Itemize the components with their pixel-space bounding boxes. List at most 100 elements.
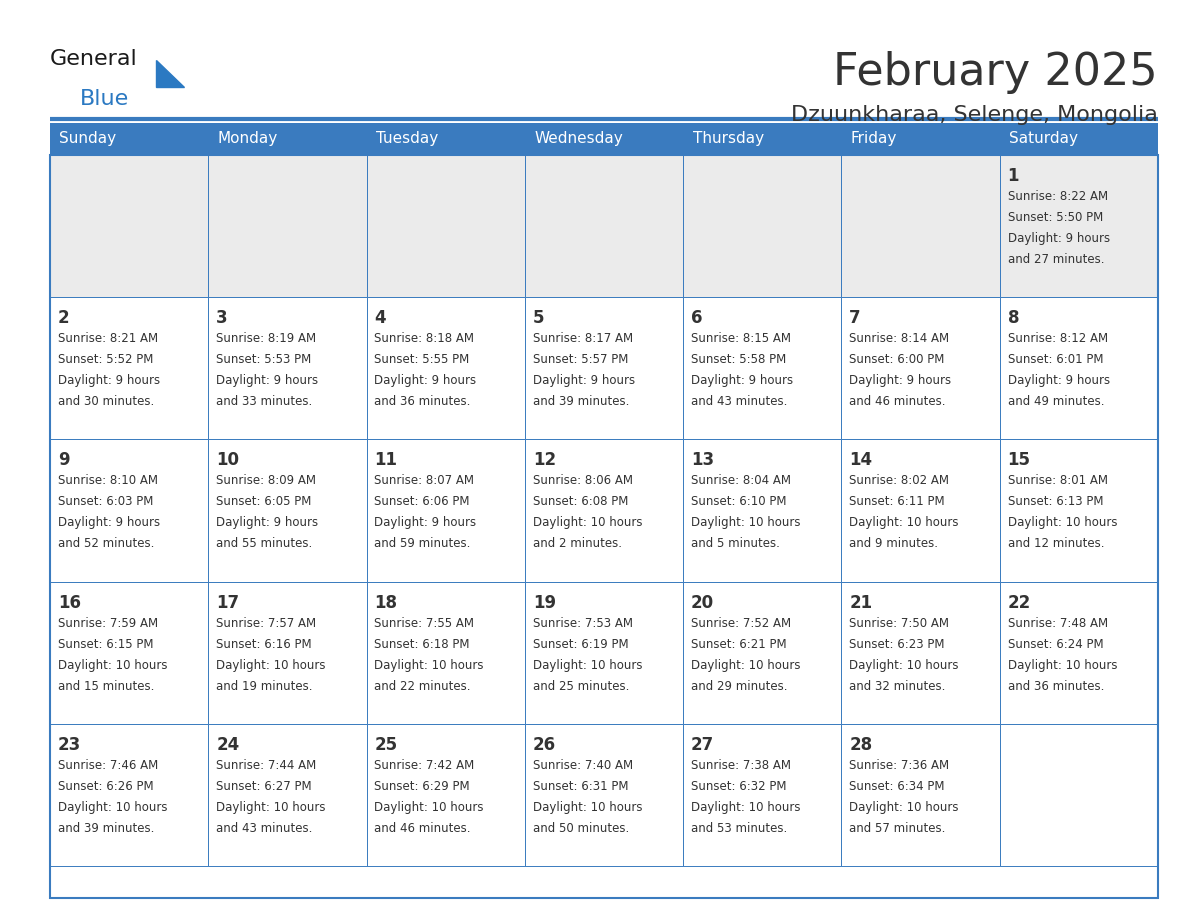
Bar — [1000, 297, 1158, 440]
Bar — [367, 155, 525, 297]
Text: and 5 minutes.: and 5 minutes. — [691, 537, 781, 551]
Text: Sunrise: 8:02 AM: Sunrise: 8:02 AM — [849, 475, 949, 487]
Bar — [841, 155, 1000, 297]
Text: Sunrise: 8:15 AM: Sunrise: 8:15 AM — [691, 332, 791, 345]
Bar — [683, 155, 841, 297]
Text: Sunrise: 8:21 AM: Sunrise: 8:21 AM — [58, 332, 158, 345]
Text: Daylight: 10 hours: Daylight: 10 hours — [58, 658, 168, 672]
Text: Thursday: Thursday — [693, 131, 764, 147]
Bar — [525, 582, 683, 723]
Text: and 22 minutes.: and 22 minutes. — [374, 679, 470, 692]
Text: Sunday: Sunday — [59, 131, 116, 147]
Text: 24: 24 — [216, 736, 240, 754]
Text: 18: 18 — [374, 594, 398, 611]
Text: Sunset: 6:21 PM: Sunset: 6:21 PM — [691, 638, 786, 651]
Bar — [1000, 440, 1158, 582]
Text: and 57 minutes.: and 57 minutes. — [849, 822, 946, 834]
Text: Sunset: 6:13 PM: Sunset: 6:13 PM — [1007, 496, 1104, 509]
Text: Monday: Monday — [217, 131, 278, 147]
Text: Daylight: 10 hours: Daylight: 10 hours — [58, 800, 168, 813]
Text: Daylight: 10 hours: Daylight: 10 hours — [849, 800, 959, 813]
Bar — [367, 123, 525, 155]
Text: 1: 1 — [1007, 167, 1019, 185]
Text: 10: 10 — [216, 452, 239, 469]
Text: and 49 minutes.: and 49 minutes. — [1007, 396, 1104, 409]
Text: and 52 minutes.: and 52 minutes. — [58, 537, 154, 551]
Text: Sunset: 6:32 PM: Sunset: 6:32 PM — [691, 779, 786, 793]
Text: and 36 minutes.: and 36 minutes. — [1007, 679, 1104, 692]
Text: Sunset: 6:03 PM: Sunset: 6:03 PM — [58, 496, 153, 509]
Text: Daylight: 10 hours: Daylight: 10 hours — [849, 517, 959, 530]
Text: General: General — [50, 49, 138, 69]
Bar — [841, 123, 1000, 155]
Text: Friday: Friday — [851, 131, 897, 147]
Bar — [208, 723, 367, 866]
Bar — [683, 123, 841, 155]
Text: Sunset: 6:23 PM: Sunset: 6:23 PM — [849, 638, 944, 651]
Bar — [683, 723, 841, 866]
Text: and 36 minutes.: and 36 minutes. — [374, 396, 470, 409]
Text: Daylight: 10 hours: Daylight: 10 hours — [532, 658, 643, 672]
Bar — [50, 155, 208, 297]
Text: Sunrise: 7:57 AM: Sunrise: 7:57 AM — [216, 617, 316, 630]
Text: Sunrise: 8:22 AM: Sunrise: 8:22 AM — [1007, 190, 1107, 203]
Text: Blue: Blue — [80, 89, 129, 109]
Text: and 15 minutes.: and 15 minutes. — [58, 679, 154, 692]
Bar — [525, 723, 683, 866]
Text: 20: 20 — [691, 594, 714, 611]
Bar — [683, 440, 841, 582]
Text: Sunset: 6:31 PM: Sunset: 6:31 PM — [532, 779, 628, 793]
Text: 26: 26 — [532, 736, 556, 754]
Bar — [208, 440, 367, 582]
Text: Sunset: 5:58 PM: Sunset: 5:58 PM — [691, 353, 786, 366]
Bar — [50, 123, 208, 155]
Text: Sunrise: 7:55 AM: Sunrise: 7:55 AM — [374, 617, 474, 630]
Text: Daylight: 9 hours: Daylight: 9 hours — [691, 375, 794, 387]
Text: Daylight: 9 hours: Daylight: 9 hours — [58, 517, 160, 530]
Text: Sunset: 5:50 PM: Sunset: 5:50 PM — [1007, 211, 1102, 224]
Text: Saturday: Saturday — [1010, 131, 1079, 147]
Text: 12: 12 — [532, 452, 556, 469]
Text: February 2025: February 2025 — [833, 50, 1158, 94]
Text: Daylight: 10 hours: Daylight: 10 hours — [532, 800, 643, 813]
Text: Sunrise: 8:14 AM: Sunrise: 8:14 AM — [849, 332, 949, 345]
Text: 7: 7 — [849, 309, 861, 327]
Text: and 59 minutes.: and 59 minutes. — [374, 537, 470, 551]
Text: Sunrise: 7:46 AM: Sunrise: 7:46 AM — [58, 759, 158, 772]
Bar — [367, 440, 525, 582]
Text: Sunset: 6:18 PM: Sunset: 6:18 PM — [374, 638, 470, 651]
Bar — [525, 440, 683, 582]
Text: 8: 8 — [1007, 309, 1019, 327]
Text: Sunset: 6:06 PM: Sunset: 6:06 PM — [374, 496, 470, 509]
Bar — [50, 297, 208, 440]
Text: Daylight: 10 hours: Daylight: 10 hours — [1007, 517, 1117, 530]
Text: 3: 3 — [216, 309, 228, 327]
Text: Sunset: 6:24 PM: Sunset: 6:24 PM — [1007, 638, 1104, 651]
Text: Sunrise: 7:59 AM: Sunrise: 7:59 AM — [58, 617, 158, 630]
Text: 4: 4 — [374, 309, 386, 327]
Text: Sunrise: 8:01 AM: Sunrise: 8:01 AM — [1007, 475, 1107, 487]
Text: and 46 minutes.: and 46 minutes. — [374, 822, 470, 834]
Text: Sunrise: 8:19 AM: Sunrise: 8:19 AM — [216, 332, 316, 345]
Bar — [208, 297, 367, 440]
Text: 17: 17 — [216, 594, 239, 611]
Text: 22: 22 — [1007, 594, 1031, 611]
Text: and 50 minutes.: and 50 minutes. — [532, 822, 628, 834]
Bar — [1000, 582, 1158, 723]
Text: Daylight: 10 hours: Daylight: 10 hours — [374, 658, 484, 672]
Text: Daylight: 9 hours: Daylight: 9 hours — [58, 375, 160, 387]
Text: 15: 15 — [1007, 452, 1031, 469]
Text: Sunrise: 7:44 AM: Sunrise: 7:44 AM — [216, 759, 316, 772]
Text: 11: 11 — [374, 452, 398, 469]
Text: Daylight: 10 hours: Daylight: 10 hours — [849, 658, 959, 672]
Text: Daylight: 10 hours: Daylight: 10 hours — [216, 800, 326, 813]
Text: Sunrise: 7:50 AM: Sunrise: 7:50 AM — [849, 617, 949, 630]
Text: Sunset: 6:29 PM: Sunset: 6:29 PM — [374, 779, 470, 793]
Bar — [50, 723, 208, 866]
Bar — [1000, 123, 1158, 155]
Text: 16: 16 — [58, 594, 81, 611]
Bar — [525, 123, 683, 155]
Text: 6: 6 — [691, 309, 702, 327]
Text: 21: 21 — [849, 594, 872, 611]
Text: Daylight: 9 hours: Daylight: 9 hours — [532, 375, 634, 387]
